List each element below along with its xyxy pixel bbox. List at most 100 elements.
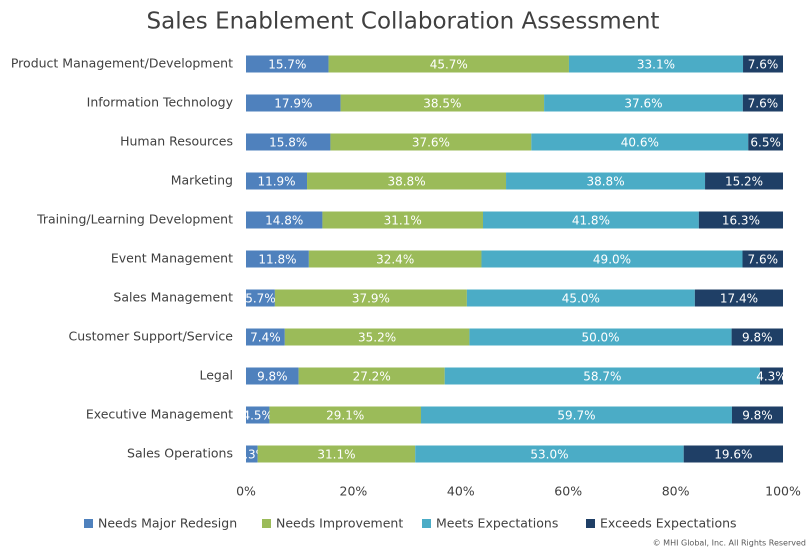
value-label: 19.6% [714, 448, 752, 462]
bar-segment [246, 250, 309, 268]
bar-segment [308, 250, 482, 268]
bar-segment [544, 94, 743, 112]
chart-title: Sales Enablement Collaboration Assessmen… [147, 9, 660, 35]
x-tick-label: 20% [340, 484, 368, 499]
bar-segment [731, 328, 783, 346]
bar-segment [307, 172, 507, 190]
value-label: 9.8% [257, 370, 288, 384]
bar-segment [743, 55, 783, 73]
category-label: Event Management [111, 251, 233, 266]
value-label: 29.1% [326, 409, 364, 423]
value-label: 37.9% [352, 292, 390, 306]
category-label: Marketing [171, 173, 233, 188]
value-label: 41.8% [572, 214, 610, 228]
value-label: 9.8% [742, 409, 773, 423]
bar-segment [246, 94, 341, 112]
category-label: Customer Support/Service [68, 329, 233, 344]
value-label: 40.6% [621, 136, 659, 150]
value-label: 37.6% [624, 97, 662, 111]
bar-segment [759, 367, 783, 385]
bar-segment [284, 328, 470, 346]
bar-segment [683, 445, 783, 463]
value-label: 14.8% [265, 214, 303, 228]
x-tick-label: 0% [236, 484, 256, 499]
category-label: Training/Learning Development [36, 212, 233, 227]
value-label: 45.0% [562, 292, 600, 306]
legend-swatch [262, 519, 271, 528]
bar-segment [246, 289, 275, 307]
bar-segment [531, 133, 749, 151]
bar-segment [246, 133, 331, 151]
bar-segment [568, 55, 744, 73]
value-label: 58.7% [583, 370, 621, 384]
x-tick-label: 40% [447, 484, 475, 499]
value-label: 7.4% [250, 331, 281, 345]
value-label: 11.9% [257, 175, 295, 189]
bar-segment [246, 211, 323, 229]
x-tick-label: 80% [662, 484, 690, 499]
legend-label: Exceeds Expectations [600, 516, 737, 531]
bar-segment [748, 133, 783, 151]
bar-segment [466, 289, 695, 307]
bar-segment [705, 172, 783, 190]
value-label: 5.7% [245, 292, 276, 306]
bar-segment [481, 250, 743, 268]
bar-segment [246, 55, 329, 73]
value-label: 45.7% [430, 58, 468, 72]
legend-swatch [586, 519, 595, 528]
value-label: 6.5% [750, 136, 781, 150]
x-tick-label: 60% [554, 484, 582, 499]
bar-segment [298, 367, 445, 385]
value-label: 9.8% [742, 331, 773, 345]
value-label: 50.0% [581, 331, 619, 345]
value-label: 7.6% [748, 97, 779, 111]
bar-segment [742, 250, 783, 268]
value-label: 59.7% [557, 409, 595, 423]
bar-segment [444, 367, 760, 385]
bar-segment [246, 367, 299, 385]
value-label: 38.5% [423, 97, 461, 111]
bar-segment [274, 289, 467, 307]
bar-segment [330, 133, 532, 151]
category-label: Human Resources [120, 134, 233, 149]
value-label: 53.0% [530, 448, 568, 462]
category-label: Information Technology [87, 95, 234, 110]
bar-segment [469, 328, 732, 346]
x-tick-label: 100% [765, 484, 801, 499]
value-label: 4.3% [756, 370, 787, 384]
value-label: 31.1% [317, 448, 355, 462]
bar-segment [257, 445, 416, 463]
bar-segment [742, 94, 783, 112]
bar-segment [731, 406, 783, 424]
value-label: 27.2% [353, 370, 391, 384]
value-label: 38.8% [586, 175, 624, 189]
value-label: 15.2% [725, 175, 763, 189]
value-label: 15.7% [268, 58, 306, 72]
bar-segment [421, 406, 732, 424]
value-label: 17.4% [720, 292, 758, 306]
bar-segment [340, 94, 545, 112]
legend-swatch [422, 519, 431, 528]
value-label: 33.1% [637, 58, 675, 72]
value-label: 38.8% [387, 175, 425, 189]
category-label: Product Management/Development [11, 56, 233, 71]
category-label: Legal [199, 368, 233, 383]
category-label: Sales Management [113, 290, 233, 305]
value-label: 49.0% [593, 253, 631, 267]
value-label: 7.6% [748, 58, 779, 72]
value-label: 11.8% [258, 253, 296, 267]
value-label: 17.9% [274, 97, 312, 111]
value-label: 32.4% [376, 253, 414, 267]
bar-segment [322, 211, 484, 229]
bar-segment [415, 445, 684, 463]
bar-segment [246, 328, 285, 346]
bar-segment [328, 55, 569, 73]
bar-segment [246, 406, 270, 424]
category-label: Sales Operations [127, 446, 233, 461]
value-label: 4.5% [242, 409, 273, 423]
bar-segment [698, 211, 783, 229]
value-label: 35.2% [358, 331, 396, 345]
bar-segment [246, 445, 258, 463]
bar-segment [246, 172, 308, 190]
